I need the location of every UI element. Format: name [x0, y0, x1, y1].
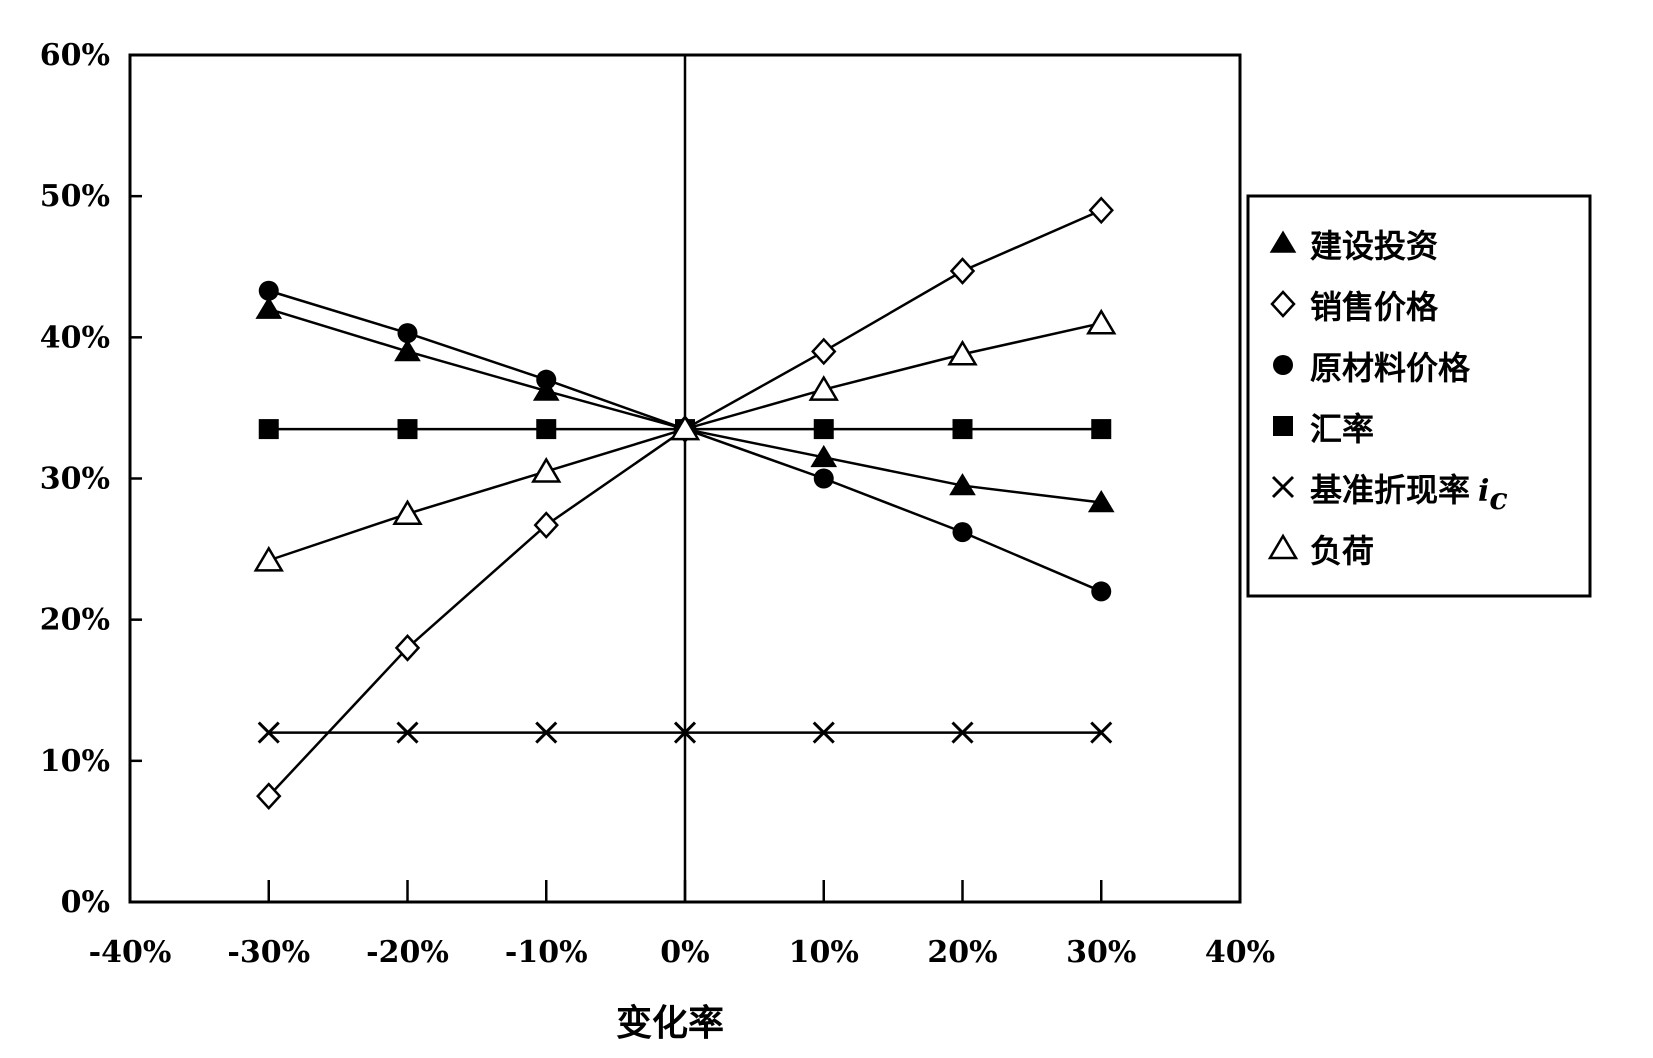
marker-diamond-open	[811, 337, 837, 366]
marker-square-filled	[258, 419, 279, 440]
marker-triangle-filled	[1087, 490, 1115, 513]
legend-frame	[1246, 194, 1592, 598]
marker-triangle-filled	[1269, 230, 1297, 253]
marker-cross	[257, 721, 280, 744]
x-axis-title: 变化率	[616, 1002, 724, 1044]
legend-item: 原材料价格	[1273, 349, 1471, 387]
marker-circle-filled	[813, 468, 834, 489]
marker-triangle-open	[392, 499, 423, 526]
marker-cross	[673, 721, 697, 744]
y-axis-ticks: 0% 10% 20% 30% 40% 50% 60%	[40, 38, 142, 920]
marker-cross	[535, 721, 558, 744]
marker-circle-filled	[952, 522, 973, 543]
marker-circle-filled	[536, 369, 557, 390]
marker-diamond-open	[256, 782, 282, 810]
marker-triangle-open	[253, 545, 284, 572]
x-tick-label: -20%	[366, 935, 449, 970]
legend-label: 原材料价格	[1310, 349, 1471, 387]
series-4	[257, 721, 1113, 744]
marker-diamond-open	[533, 511, 559, 539]
marker-triangle-open	[669, 414, 701, 441]
marker-circle-filled	[1091, 581, 1112, 602]
x-tick-label: -40%	[89, 935, 172, 970]
marker-diamond-open	[1088, 196, 1114, 225]
x-axis-ticks: -40% -30% -20% -10% 0% 10% 20% 30% 40%	[89, 880, 1275, 970]
legend-symbol-subscript: c	[1489, 482, 1507, 517]
y-tick-label: 40%	[40, 320, 110, 355]
y-tick-label: 30%	[40, 462, 110, 497]
legend-symbol: i	[1478, 474, 1489, 509]
marker-square-filled	[1273, 416, 1293, 436]
legend-item: 销售价格	[1270, 288, 1439, 326]
x-tick-label: 20%	[927, 935, 997, 970]
y-tick-label: 50%	[40, 179, 110, 214]
legend-label: 汇率	[1310, 410, 1374, 448]
legend-item: 汇率	[1273, 410, 1374, 448]
marker-diamond-open	[949, 257, 976, 285]
y-tick-label: 0%	[61, 885, 110, 920]
marker-triangle-filled	[949, 473, 976, 496]
series-layer	[253, 196, 1117, 810]
marker-triangle-open	[531, 456, 562, 483]
marker-diamond-open	[394, 634, 421, 662]
marker-cross	[812, 721, 835, 744]
marker-circle-filled	[258, 280, 279, 301]
legend-label: 销售价格	[1310, 288, 1439, 326]
marker-triangle-open	[1267, 533, 1299, 560]
marker-triangle-filled	[394, 338, 421, 362]
marker-triangle-filled	[810, 444, 838, 468]
legend-label: 建设投资	[1310, 227, 1438, 265]
series-5	[253, 308, 1117, 572]
marker-square-filled	[1091, 419, 1112, 440]
x-tick-label: 40%	[1205, 935, 1275, 970]
marker-diamond-open	[1270, 290, 1296, 318]
marker-cross	[1090, 721, 1113, 744]
marker-circle-filled	[1273, 355, 1293, 375]
marker-triangle-open	[808, 375, 839, 401]
marker-triangle-open	[1086, 308, 1117, 335]
marker-square-filled	[952, 419, 973, 440]
y-tick-label: 10%	[40, 744, 110, 779]
marker-triangle-filled	[255, 296, 283, 319]
x-tick-label: 0%	[660, 935, 709, 970]
marker-circle-filled	[397, 323, 418, 344]
x-tick-label: -10%	[505, 935, 588, 970]
marker-cross	[1271, 475, 1295, 499]
marker-triangle-open	[947, 339, 978, 366]
x-tick-label: -30%	[227, 935, 310, 970]
x-tick-label: 10%	[789, 935, 859, 970]
y-tick-label: 60%	[40, 38, 110, 73]
legend-label: 负荷	[1310, 532, 1374, 570]
x-tick-label: 30%	[1066, 935, 1136, 970]
marker-square-filled	[813, 419, 834, 440]
marker-cross	[951, 721, 974, 744]
marker-triangle-filled	[532, 378, 560, 401]
marker-cross	[396, 721, 419, 744]
legend-item: 建设投资	[1269, 227, 1438, 265]
y-tick-label: 20%	[40, 603, 110, 638]
legend-item: 负荷	[1267, 532, 1374, 570]
marker-square-filled	[536, 419, 557, 440]
marker-square-filled	[397, 419, 418, 440]
